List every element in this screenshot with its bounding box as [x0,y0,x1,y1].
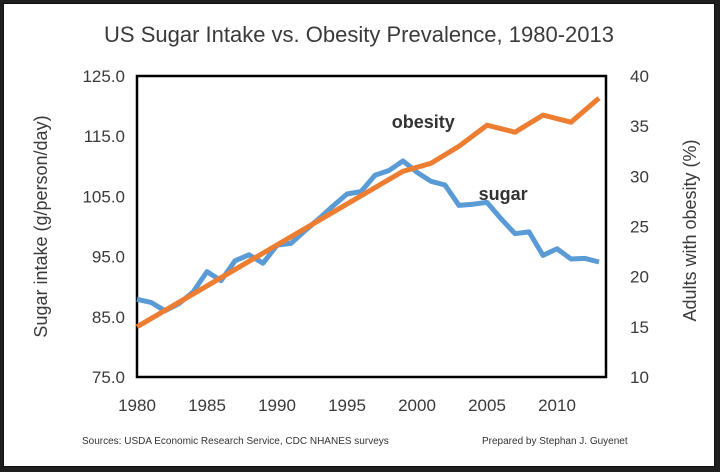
series-label-sugar: sugar [479,184,528,204]
y-left-tick-label: 105.0 [82,187,125,206]
x-tick-label: 1995 [328,396,366,415]
y-right-tick-label: 35 [630,117,649,136]
x-tick-label: 2000 [398,396,436,415]
y-left-tick-label: 75.0 [92,368,125,387]
x-tick-label: 2005 [468,396,506,415]
chart-plot: 75.0 85.0 95.0 105.0 115.0 125.0 10 15 20 25 30 35 4… [31,67,700,415]
y-right-tick-label: 25 [630,218,649,237]
y-left-tick-label: 115.0 [84,127,125,146]
series-line-sugar [136,158,600,314]
series-line-obesity [135,96,601,329]
footer-sources: Sources: USDA Economic Research Service,… [82,436,389,447]
y-right-tick-label: 10 [630,368,649,387]
x-tick-label: 2010 [538,396,576,415]
y-left-axis-title: Sugar intake (g/person/day) [31,115,51,337]
x-tick-label: 1980 [118,396,156,415]
y-right-tick-label: 20 [630,268,649,287]
y-right-tick-label: 40 [630,67,649,86]
x-tick-label: 1985 [188,396,226,415]
footer-credit: Prepared by Stephan J. Guyenet [482,436,628,447]
series-label-obesity: obesity [392,112,455,132]
y-right-axis-title: Adults with obesity (%) [680,139,700,321]
y-left-tick-label: 85.0 [92,308,125,327]
x-tick-label: 1990 [258,396,296,415]
y-left-tick-label: 95.0 [92,248,125,267]
y-right-tick-label: 30 [630,167,649,186]
chart-frame: US Sugar Intake vs. Obesity Prevalence, … [4,4,714,466]
plot-border [135,74,608,379]
chart-title: US Sugar Intake vs. Obesity Prevalence, … [104,22,614,47]
y-right-tick-label: 15 [630,318,649,337]
y-left-tick-label: 125.0 [82,67,125,86]
